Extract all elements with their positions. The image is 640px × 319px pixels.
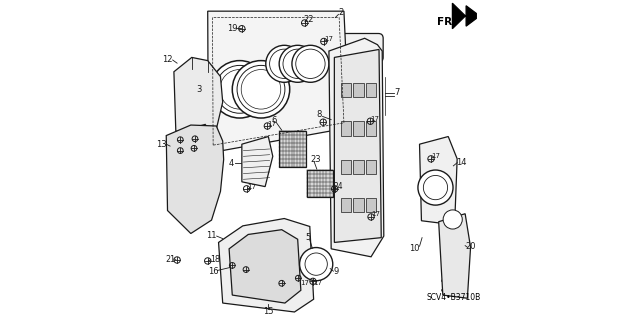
- Text: 23: 23: [311, 155, 321, 164]
- Text: 19: 19: [227, 24, 237, 33]
- Polygon shape: [189, 124, 210, 142]
- Text: 3: 3: [196, 85, 202, 94]
- Text: 17: 17: [313, 280, 322, 286]
- Text: 21: 21: [166, 255, 176, 263]
- Polygon shape: [208, 11, 349, 153]
- FancyBboxPatch shape: [327, 33, 383, 62]
- Bar: [353, 121, 364, 136]
- Ellipse shape: [442, 258, 464, 265]
- Text: 20: 20: [465, 242, 476, 251]
- Bar: [366, 83, 376, 97]
- Polygon shape: [420, 137, 457, 225]
- Bar: [366, 160, 376, 174]
- Bar: [340, 121, 351, 136]
- Text: 4: 4: [228, 159, 234, 168]
- Polygon shape: [334, 49, 381, 242]
- Text: 17: 17: [268, 121, 276, 127]
- Text: 17: 17: [300, 280, 309, 286]
- Text: 17: 17: [431, 153, 440, 159]
- Polygon shape: [329, 38, 384, 257]
- Ellipse shape: [442, 268, 464, 275]
- Circle shape: [292, 45, 329, 82]
- Text: SCV4•B3710B: SCV4•B3710B: [427, 293, 481, 302]
- Bar: [340, 198, 351, 212]
- Text: 11: 11: [205, 231, 216, 240]
- Polygon shape: [242, 137, 273, 187]
- Bar: [279, 131, 306, 167]
- Text: 17: 17: [324, 36, 333, 42]
- Circle shape: [443, 210, 462, 229]
- Bar: [307, 170, 333, 197]
- Text: 22: 22: [303, 15, 314, 24]
- Circle shape: [232, 61, 290, 118]
- Text: 17: 17: [371, 116, 380, 122]
- Text: 15: 15: [263, 308, 273, 316]
- Text: 8: 8: [317, 110, 322, 119]
- Bar: [340, 83, 351, 97]
- Polygon shape: [452, 3, 476, 29]
- Text: 7: 7: [394, 88, 400, 97]
- Bar: [353, 160, 364, 174]
- Circle shape: [279, 45, 316, 82]
- Polygon shape: [229, 230, 301, 303]
- Text: 16: 16: [208, 267, 218, 276]
- Circle shape: [266, 45, 303, 82]
- Bar: [353, 83, 364, 97]
- Polygon shape: [218, 219, 314, 312]
- Polygon shape: [174, 57, 223, 142]
- Ellipse shape: [442, 239, 464, 246]
- Circle shape: [300, 248, 333, 281]
- Text: 17: 17: [371, 211, 380, 217]
- Polygon shape: [166, 125, 223, 234]
- Text: 24: 24: [333, 182, 343, 191]
- Ellipse shape: [442, 249, 464, 256]
- Bar: [353, 198, 364, 212]
- Ellipse shape: [248, 248, 269, 272]
- Text: 14: 14: [456, 158, 467, 167]
- Text: 10: 10: [409, 244, 420, 253]
- Text: 5: 5: [305, 233, 310, 242]
- Text: 18: 18: [210, 256, 220, 264]
- Text: 13: 13: [156, 140, 166, 149]
- Text: 6: 6: [271, 116, 276, 125]
- Bar: [366, 198, 376, 212]
- Text: 9: 9: [334, 267, 339, 276]
- Text: 17: 17: [247, 184, 256, 190]
- Circle shape: [418, 170, 453, 205]
- Text: FR.: FR.: [437, 17, 457, 27]
- Circle shape: [211, 61, 268, 118]
- Text: 2: 2: [338, 8, 344, 17]
- Bar: [340, 160, 351, 174]
- Text: 12: 12: [163, 56, 173, 64]
- Ellipse shape: [278, 256, 295, 275]
- Ellipse shape: [185, 171, 209, 203]
- Ellipse shape: [442, 277, 464, 284]
- Polygon shape: [438, 214, 470, 298]
- Bar: [366, 121, 376, 136]
- Ellipse shape: [442, 229, 464, 236]
- Ellipse shape: [442, 287, 464, 294]
